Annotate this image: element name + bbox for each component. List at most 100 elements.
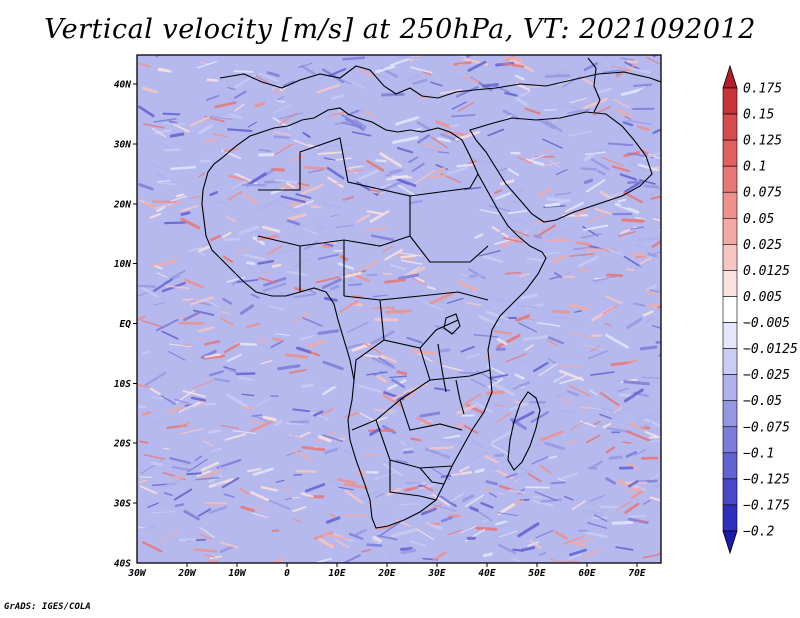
velocity-streak	[229, 113, 243, 119]
velocity-streak	[262, 225, 281, 233]
velocity-streak	[419, 411, 441, 418]
velocity-streak	[330, 213, 340, 218]
europe-coastline	[219, 65, 661, 99]
velocity-streak	[173, 200, 182, 206]
velocity-streak	[559, 103, 584, 112]
velocity-streak	[537, 187, 553, 197]
velocity-streak	[520, 293, 539, 300]
velocity-streak	[579, 267, 590, 272]
velocity-streak	[649, 289, 661, 293]
velocity-streak	[155, 55, 162, 58]
velocity-streak	[204, 554, 215, 558]
velocity-streak	[158, 530, 180, 543]
velocity-streak	[152, 259, 177, 268]
velocity-streak	[547, 358, 556, 364]
velocity-streak	[410, 349, 437, 356]
velocity-streak	[212, 133, 229, 138]
velocity-streak	[590, 334, 603, 338]
velocity-streak	[382, 327, 394, 334]
velocity-streak	[583, 97, 608, 110]
velocity-streak	[270, 167, 285, 172]
velocity-streak	[143, 454, 166, 460]
colorbar: 0.175 0.15 0.125 0.1 0.075 0.05 0.025 0.0125 0.0…	[722, 64, 798, 555]
velocity-streak	[209, 191, 219, 197]
velocity-streak	[645, 56, 661, 66]
velocity-streak	[530, 411, 549, 423]
lon-label-40e: 40E	[478, 568, 495, 579]
velocity-streak	[604, 322, 612, 327]
map-plot-area	[137, 55, 661, 563]
velocity-streak	[546, 70, 570, 76]
velocity-streak	[399, 440, 407, 446]
velocity-streak	[407, 72, 421, 82]
velocity-streak	[624, 502, 640, 514]
velocity-streak	[500, 64, 512, 69]
velocity-streak	[437, 137, 451, 143]
velocity-streak	[208, 474, 223, 483]
velocity-streak	[150, 396, 165, 400]
velocity-streak	[400, 254, 417, 259]
lat-label-20s: 20S	[113, 439, 131, 450]
velocity-streak	[386, 174, 408, 181]
colorbar-swatch	[722, 87, 738, 115]
velocity-streak	[638, 421, 652, 430]
velocity-streak	[243, 253, 266, 261]
velocity-streak	[449, 123, 459, 128]
velocity-streak	[246, 261, 256, 266]
velocity-streak	[497, 543, 517, 555]
colorbar-level-label: 0.1	[743, 160, 766, 175]
velocity-streak	[579, 406, 601, 410]
velocity-streak	[539, 464, 552, 474]
velocity-streak	[484, 310, 509, 321]
velocity-streak	[470, 439, 484, 449]
velocity-streak	[402, 447, 413, 452]
velocity-streak	[317, 253, 340, 260]
velocity-streak	[397, 251, 423, 257]
velocity-streak	[519, 90, 531, 97]
velocity-streak	[204, 353, 221, 358]
velocity-streak	[463, 75, 479, 84]
velocity-streak	[171, 465, 190, 471]
velocity-streak	[219, 317, 234, 326]
velocity-streak	[515, 314, 531, 322]
velocity-streak	[428, 291, 454, 305]
velocity-streak	[543, 109, 557, 111]
velocity-streak	[322, 360, 344, 371]
colorbar-level-label: −0.2	[743, 525, 774, 540]
velocity-streak	[325, 516, 341, 524]
colorbar-swatch	[722, 296, 738, 323]
colorbar-level-label: 0.125	[743, 134, 782, 149]
velocity-streak	[488, 464, 498, 470]
velocity-streak	[424, 447, 451, 459]
colorbar-level-label: −0.05	[743, 394, 782, 409]
velocity-streak	[316, 84, 340, 94]
velocity-streak	[623, 255, 642, 268]
velocity-streak	[555, 393, 565, 398]
velocity-streak	[369, 210, 390, 223]
velocity-streak	[301, 445, 326, 452]
velocity-streak	[508, 459, 530, 474]
velocity-streak	[247, 468, 262, 473]
velocity-streak	[344, 411, 361, 419]
velocity-streak	[642, 310, 654, 317]
velocity-streak	[203, 440, 214, 447]
velocity-streak	[548, 159, 560, 168]
velocity-streak	[406, 289, 423, 298]
velocity-streak	[226, 393, 250, 409]
velocity-streak	[611, 520, 634, 525]
velocity-streak	[198, 245, 210, 252]
velocity-streak	[552, 309, 571, 314]
velocity-streak	[396, 177, 417, 187]
velocity-streak	[341, 114, 363, 128]
velocity-streak	[512, 410, 535, 424]
velocity-streak	[153, 302, 166, 306]
velocity-streak	[260, 485, 278, 492]
velocity-streak	[422, 70, 432, 76]
velocity-streak	[300, 383, 315, 388]
velocity-streak	[520, 546, 536, 552]
velocity-streak	[503, 56, 524, 62]
velocity-streak	[615, 546, 634, 551]
velocity-streak	[231, 278, 242, 286]
velocity-streak	[157, 180, 171, 183]
velocity-streak	[252, 467, 274, 476]
